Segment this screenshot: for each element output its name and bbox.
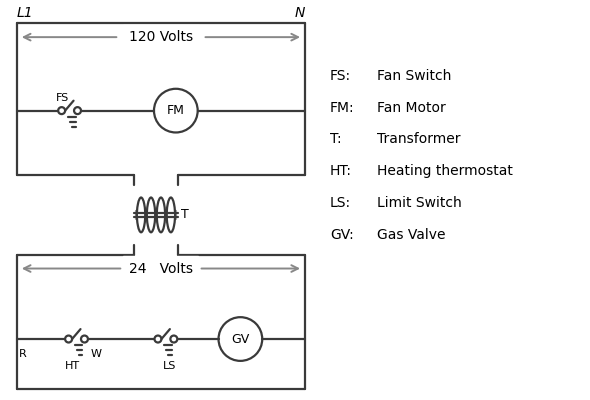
- Text: GV:: GV:: [330, 228, 353, 242]
- Text: FS: FS: [55, 93, 69, 103]
- Text: LS: LS: [163, 361, 176, 371]
- Text: HT: HT: [65, 361, 80, 371]
- Text: L1: L1: [17, 6, 34, 20]
- Text: R: R: [19, 349, 27, 359]
- Text: T: T: [181, 208, 189, 221]
- Text: W: W: [90, 349, 101, 359]
- Text: Fan Motor: Fan Motor: [378, 101, 446, 115]
- Text: Limit Switch: Limit Switch: [378, 196, 462, 210]
- Text: N: N: [294, 6, 305, 20]
- Text: Fan Switch: Fan Switch: [378, 69, 452, 83]
- Text: HT:: HT:: [330, 164, 352, 178]
- Text: LS:: LS:: [330, 196, 351, 210]
- Text: Gas Valve: Gas Valve: [378, 228, 446, 242]
- Text: FS:: FS:: [330, 69, 351, 83]
- Text: Heating thermostat: Heating thermostat: [378, 164, 513, 178]
- Text: 120 Volts: 120 Volts: [129, 30, 193, 44]
- Text: 24   Volts: 24 Volts: [129, 262, 193, 276]
- Text: FM: FM: [167, 104, 185, 117]
- Text: T:: T:: [330, 132, 342, 146]
- Text: Transformer: Transformer: [378, 132, 461, 146]
- Text: FM:: FM:: [330, 101, 355, 115]
- Text: GV: GV: [231, 332, 250, 346]
